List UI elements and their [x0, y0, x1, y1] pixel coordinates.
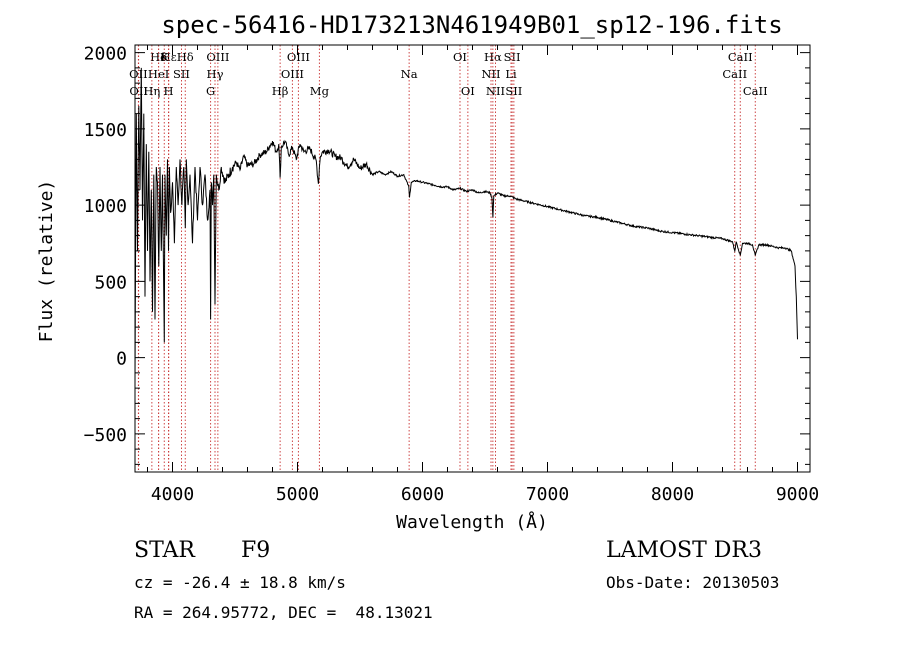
y-tick-label: 1500 — [84, 120, 127, 141]
flux-series — [134, 67, 798, 381]
axes: 4000 5000 6000 7000 8000 9000 −500 0 500 1000 1500… — [84, 44, 820, 505]
y-tick-label: 0 — [116, 349, 127, 370]
spectral-line-label: H — [163, 84, 173, 98]
spectral-line-label: OII — [129, 84, 148, 98]
spectral-line-label: SII — [173, 67, 190, 81]
x-tick-label: 5000 — [276, 484, 319, 505]
x-axis-label: Wavelength (Å) — [396, 511, 548, 533]
x-tick-label: 8000 — [651, 484, 694, 505]
spectrum-chart: spec-56416-HD173213N461949B01_sp12-196.f… — [36, 11, 820, 533]
observation-date: Obs-Date: 20130503 — [606, 573, 780, 592]
spectral-line-label: Li — [505, 67, 517, 81]
spectral-line-label: NII — [481, 67, 500, 81]
chart-title: spec-56416-HD173213N461949B01_sp12-196.f… — [161, 11, 782, 39]
spectral-line-label: G — [206, 84, 215, 98]
plot-frame — [134, 44, 811, 473]
spectral-line-label: Hδ — [177, 50, 194, 64]
x-tick-label: 7000 — [526, 484, 569, 505]
spectral-line-label: HeI — [148, 67, 169, 81]
object-subclass: F9 — [241, 538, 271, 563]
ra-dec-coordinates: RA = 264.95772, DEC = 48.13021 — [134, 603, 433, 622]
y-tick-label: 1000 — [84, 196, 127, 217]
spectral-line-label: Na — [401, 67, 418, 81]
spectral-line-label: CaII — [728, 50, 753, 64]
spectral-line-label: Hη — [143, 84, 160, 98]
y-tick-label: −500 — [84, 425, 127, 446]
survey-label: LAMOST DR3 — [606, 538, 762, 563]
spectral-line-label: OI — [453, 50, 467, 64]
spectral-line-label: OI — [461, 84, 475, 98]
spectral-line-label: OIII — [206, 50, 229, 64]
spectral-line-label: K — [160, 50, 169, 64]
spectral-line-label: SII — [505, 84, 522, 98]
object-class: STAR — [134, 538, 195, 563]
spectral-line-label: Mg — [310, 84, 330, 98]
spectral-line-label: OIII — [281, 67, 304, 81]
redshift-cz: cz = -26.4 ± 18.8 km/s — [134, 573, 346, 592]
spectral-line-label: Hγ — [207, 67, 224, 81]
y-tick-label: 2000 — [84, 44, 127, 65]
y-axis-label: Flux (relative) — [36, 180, 57, 343]
x-tick-label: 9000 — [776, 484, 819, 505]
spectral-line-label: CaII — [743, 84, 768, 98]
spectral-line-label: Hα — [484, 50, 502, 64]
x-tick-label: 4000 — [151, 484, 194, 505]
x-tick-label: 6000 — [401, 484, 444, 505]
spectral-line-label: SII — [504, 50, 521, 64]
flux-line — [134, 67, 798, 381]
spectral-line-label: CaII — [722, 67, 747, 81]
spectral-line-label: OIII — [287, 50, 310, 64]
spectral-line-label: Hβ — [272, 84, 289, 98]
y-tick-label: 500 — [94, 272, 127, 293]
spectral-line-label: NII — [486, 84, 505, 98]
